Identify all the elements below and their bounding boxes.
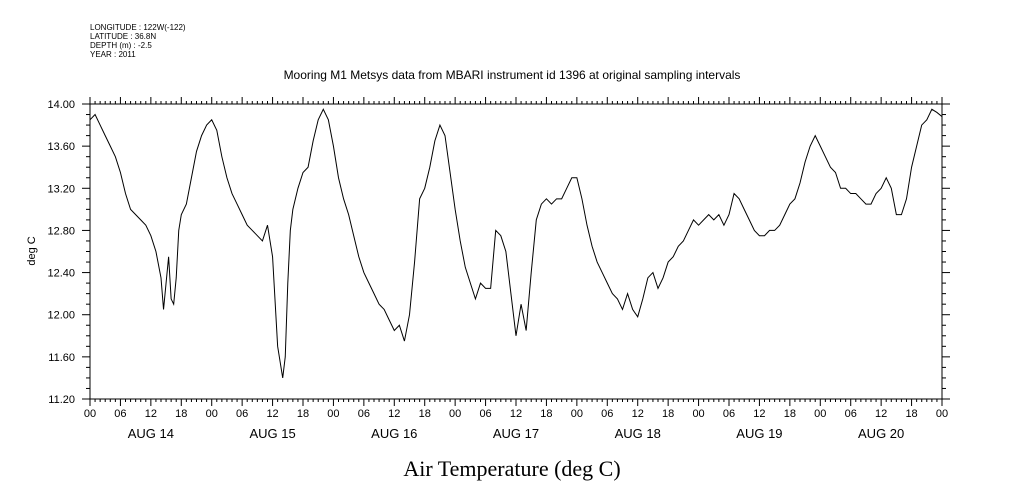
chart-title: Mooring M1 Metsys data from MBARI instru…	[284, 68, 741, 82]
x-hour-label: 12	[632, 408, 644, 420]
header-depth: DEPTH (m) : -2.5	[90, 41, 152, 50]
x-day-label: AUG 18	[615, 426, 661, 441]
y-axis: 11.20 11.60 12.00 12.40 12.80 13.20 13.60 14.00	[47, 99, 950, 406]
x-hour-label: 06	[723, 408, 735, 420]
x-day-label: AUG 14	[128, 426, 174, 441]
header-year: YEAR : 2011	[90, 50, 136, 59]
y-tick-label: 11.20	[48, 394, 75, 406]
x-day-label: AUG 16	[371, 426, 417, 441]
x-hour-label: 00	[206, 408, 218, 420]
header-metadata: LONGITUDE : 122W(-122) LATITUDE : 36.8N …	[90, 23, 186, 59]
x-hour-label: 00	[571, 408, 583, 420]
x-hour-label: 12	[875, 408, 887, 420]
y-tick-label: 13.20	[47, 183, 75, 195]
x-hour-label: 12	[266, 408, 278, 420]
x-hour-label: 00	[84, 408, 96, 420]
y-tick-label: 11.60	[48, 352, 75, 364]
x-day-label: AUG 17	[493, 426, 539, 441]
y-tick-label: 14.00	[47, 99, 75, 111]
x-day-label: AUG 20	[858, 426, 904, 441]
y-tick-label: 12.00	[47, 310, 75, 322]
x-hour-label: 12	[753, 408, 765, 420]
x-hour-label: 18	[419, 408, 431, 420]
x-hour-label: 18	[662, 408, 674, 420]
x-hour-label: 00	[814, 408, 826, 420]
x-hour-label: 06	[114, 408, 126, 420]
x-hour-label: 00	[692, 408, 704, 420]
x-hour-label: 00	[936, 408, 948, 420]
x-hour-label: 00	[449, 408, 461, 420]
x-hour-label: 06	[601, 408, 613, 420]
x-hour-label: 06	[236, 408, 248, 420]
header-latitude: LATITUDE : 36.8N	[90, 32, 156, 41]
x-hour-label: 06	[358, 408, 370, 420]
y-tick-label: 12.40	[47, 268, 75, 280]
x-day-label: AUG 15	[249, 426, 295, 441]
x-hour-label: 12	[388, 408, 400, 420]
temperature-series-line	[89, 108, 943, 379]
x-axis: 00 06 12 18 00 06 12 18 00 06 12 18 00 06 12 18 00 06 12 18…	[84, 97, 948, 441]
x-hour-label: 00	[327, 408, 339, 420]
x-hour-label: 18	[297, 408, 309, 420]
x-hour-label: 18	[905, 408, 917, 420]
x-hour-label: 12	[145, 408, 157, 420]
x-day-label: AUG 19	[736, 426, 782, 441]
plot-frame	[89, 103, 943, 400]
x-hour-label: 18	[540, 408, 552, 420]
x-hour-label: 06	[845, 408, 857, 420]
y-tick-label: 12.80	[47, 225, 75, 237]
x-hour-label: 06	[479, 408, 491, 420]
x-hour-label: 18	[175, 408, 187, 420]
y-tick-label: 13.60	[47, 141, 75, 153]
x-hour-label: 12	[510, 408, 522, 420]
x-hour-label: 18	[784, 408, 796, 420]
x-axis-label: Air Temperature (deg C)	[403, 456, 620, 481]
header-longitude: LONGITUDE : 122W(-122)	[90, 23, 186, 32]
y-axis-label: deg C	[26, 236, 38, 265]
